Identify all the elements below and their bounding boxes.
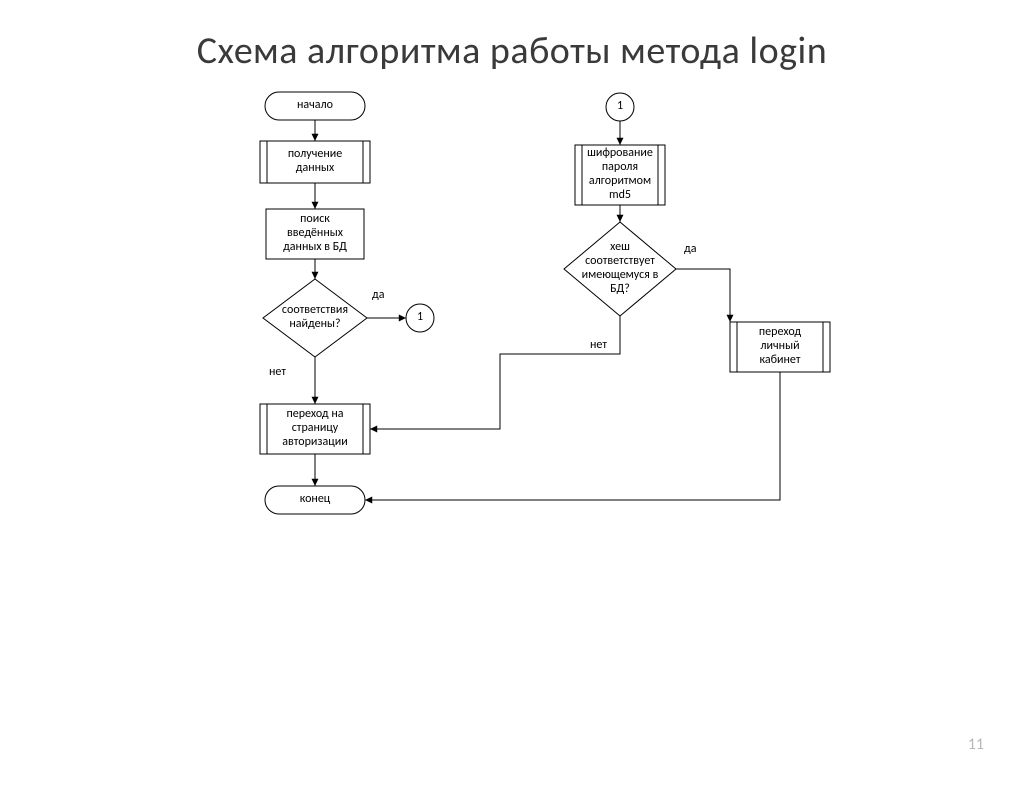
page-number: 11	[968, 735, 984, 754]
flowchart-node-label: получение данных	[267, 141, 363, 183]
flowchart-node-label: конец	[265, 486, 365, 514]
flowchart-svg	[0, 74, 1024, 694]
flowchart-edge-label: нет	[590, 338, 607, 352]
flowchart-edge-label: да	[372, 288, 384, 302]
flowchart-node-label: шифрование пароля алгоритмом md5	[582, 145, 658, 205]
flowchart-node-label: 1	[406, 304, 434, 332]
flowchart-node-label: поиск введённых данных в БД	[266, 209, 364, 259]
flowchart-edge-label: нет	[269, 365, 286, 379]
flowchart-node-label: начало	[265, 92, 365, 120]
flowchart-node-label: переход на страницу авторизации	[267, 404, 363, 454]
flowchart-node-label: хеш соответствует имеющемуся в БД?	[564, 222, 676, 316]
flowchart-node-label: соответствия найдены?	[263, 279, 367, 357]
flowchart-edge-label: да	[684, 242, 696, 256]
page-title: Схема алгоритма работы метода login	[0, 28, 1024, 74]
flowchart-node-label: переход личный кабинет	[737, 322, 823, 372]
flowchart-canvas: начало получение данных поиск введённых да…	[0, 74, 1024, 694]
flowchart-node-label: 1	[606, 93, 634, 121]
